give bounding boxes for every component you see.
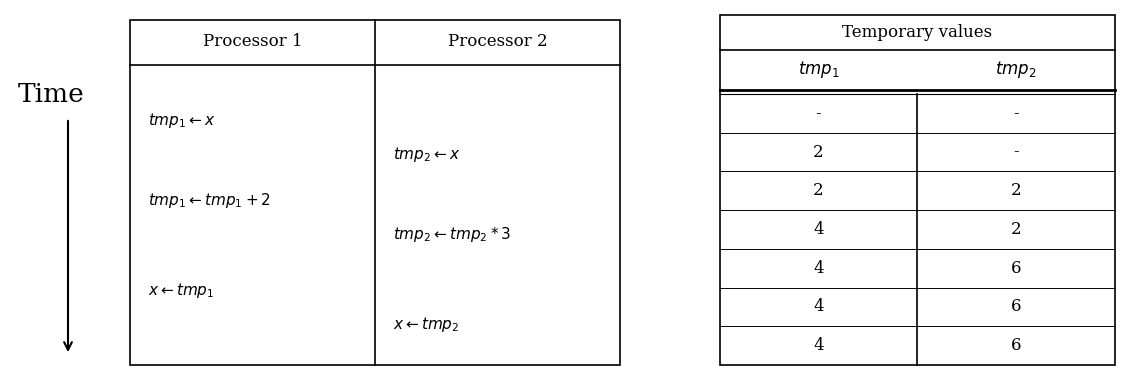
Text: $tmp_1 \leftarrow tmp_1 + 2$: $tmp_1 \leftarrow tmp_1 + 2$ bbox=[148, 190, 271, 210]
Text: Processor 2: Processor 2 bbox=[447, 34, 547, 51]
Text: 4: 4 bbox=[813, 221, 824, 238]
Text: $x \leftarrow tmp_2$: $x \leftarrow tmp_2$ bbox=[393, 315, 460, 335]
Text: 4: 4 bbox=[813, 260, 824, 277]
Bar bbox=[130, 20, 620, 365]
Text: 6: 6 bbox=[1011, 337, 1021, 354]
Text: -: - bbox=[1013, 105, 1019, 122]
Text: Time: Time bbox=[18, 83, 85, 107]
Text: -: - bbox=[1013, 144, 1019, 160]
Bar bbox=[720, 15, 1115, 365]
Text: Processor 1: Processor 1 bbox=[203, 34, 302, 51]
Text: 2: 2 bbox=[813, 182, 824, 199]
Text: 2: 2 bbox=[1011, 221, 1021, 238]
Text: $x \leftarrow tmp_1$: $x \leftarrow tmp_1$ bbox=[148, 280, 214, 299]
Text: Temporary values: Temporary values bbox=[842, 24, 993, 41]
Text: $tmp_1 \leftarrow x$: $tmp_1 \leftarrow x$ bbox=[148, 110, 215, 130]
Text: 6: 6 bbox=[1011, 260, 1021, 277]
Text: 4: 4 bbox=[813, 298, 824, 315]
Text: 2: 2 bbox=[1011, 182, 1021, 199]
Text: -: - bbox=[816, 105, 822, 122]
Text: 4: 4 bbox=[813, 337, 824, 354]
Text: $tmp_1$: $tmp_1$ bbox=[798, 59, 839, 80]
Text: 6: 6 bbox=[1011, 298, 1021, 315]
Text: $tmp_2 \leftarrow x$: $tmp_2 \leftarrow x$ bbox=[393, 146, 461, 165]
Text: $tmp_2$: $tmp_2$ bbox=[995, 59, 1037, 80]
Text: $tmp_2 \leftarrow tmp_2 * 3$: $tmp_2 \leftarrow tmp_2 * 3$ bbox=[393, 226, 512, 245]
Text: 2: 2 bbox=[813, 144, 824, 160]
